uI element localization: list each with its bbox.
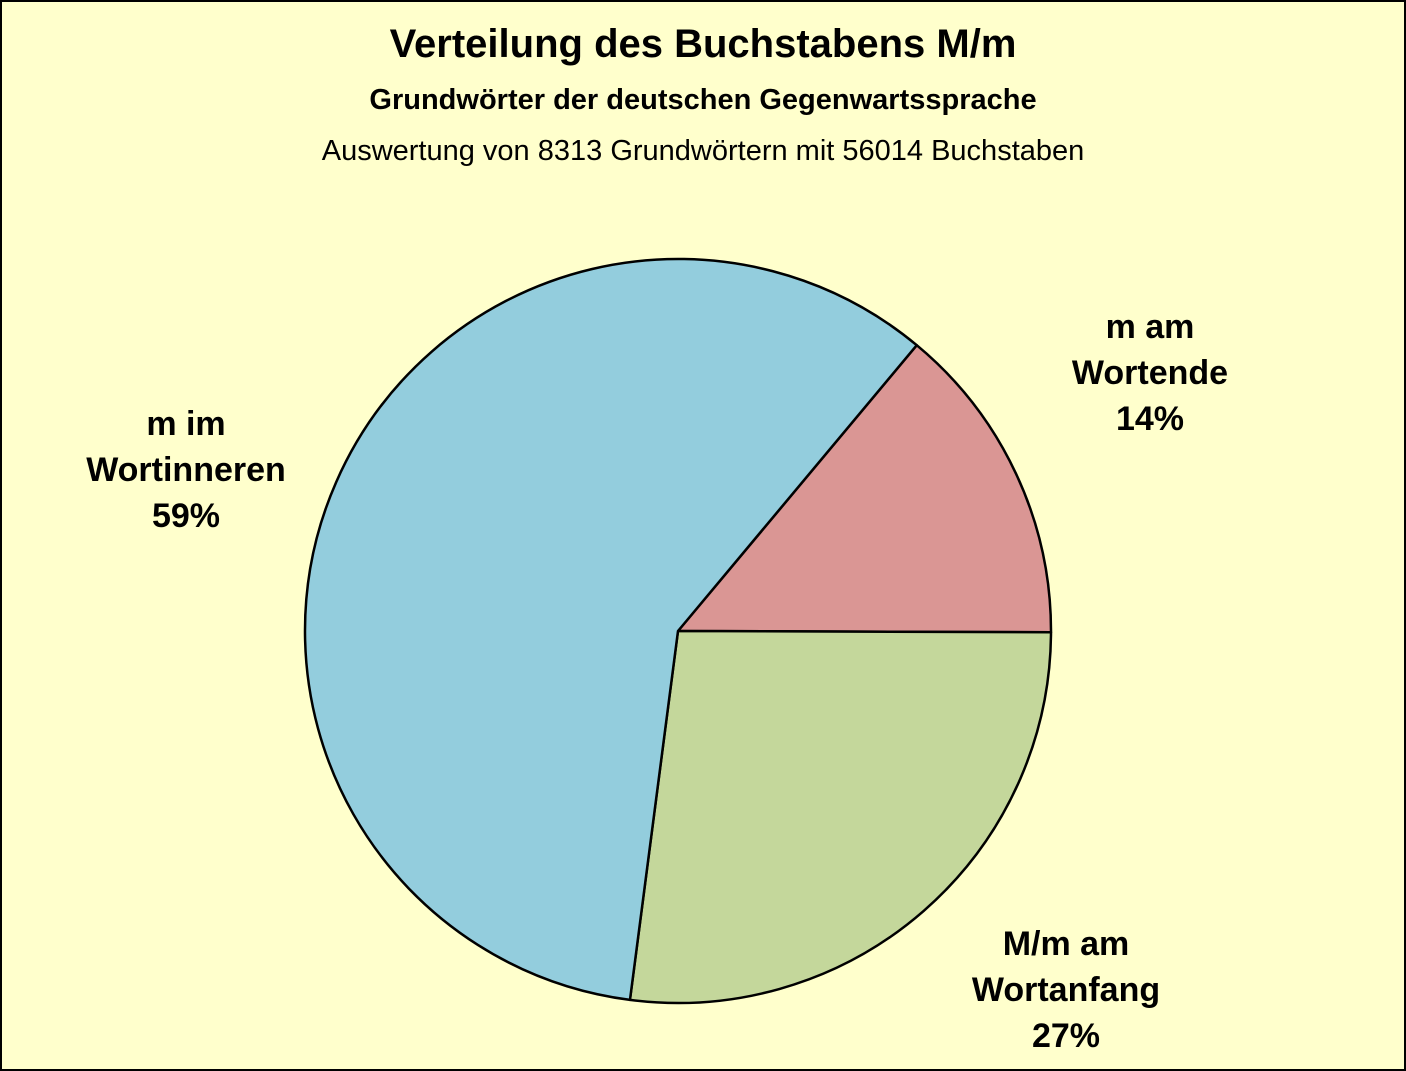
chart-note: Auswertung von 8313 Grundwörtern mit 560… [321,135,1085,167]
chart-title: Verteilung des Buchstabens M/m [389,22,1017,66]
chart-subtitle: Grundwörter der deutschen Gegenwartsspra… [369,84,1037,116]
pie-slice-1 [628,629,1053,1005]
slice-label-line: m im [146,405,225,443]
slice-label-line: M/m am [1003,925,1130,963]
slice-label-2: m im Wortinneren 59% [86,405,286,535]
slice-percent-label: 59% [152,497,220,535]
slice-percent-label: 27% [1032,1017,1100,1055]
pie-slice-2 [303,257,919,1002]
pie-slice-0 [676,343,1053,634]
slice-label-line: m am [1106,308,1195,346]
slice-label-1: M/m am Wortanfang 27% [972,925,1160,1055]
slice-label-line: Wortende [1072,354,1228,392]
slice-label-0: m am Wortende 14% [1072,308,1228,438]
slice-percent-label: 14% [1116,400,1184,438]
slice-label-line: Wortinneren [86,451,286,489]
slice-label-line: Wortanfang [972,971,1160,1009]
